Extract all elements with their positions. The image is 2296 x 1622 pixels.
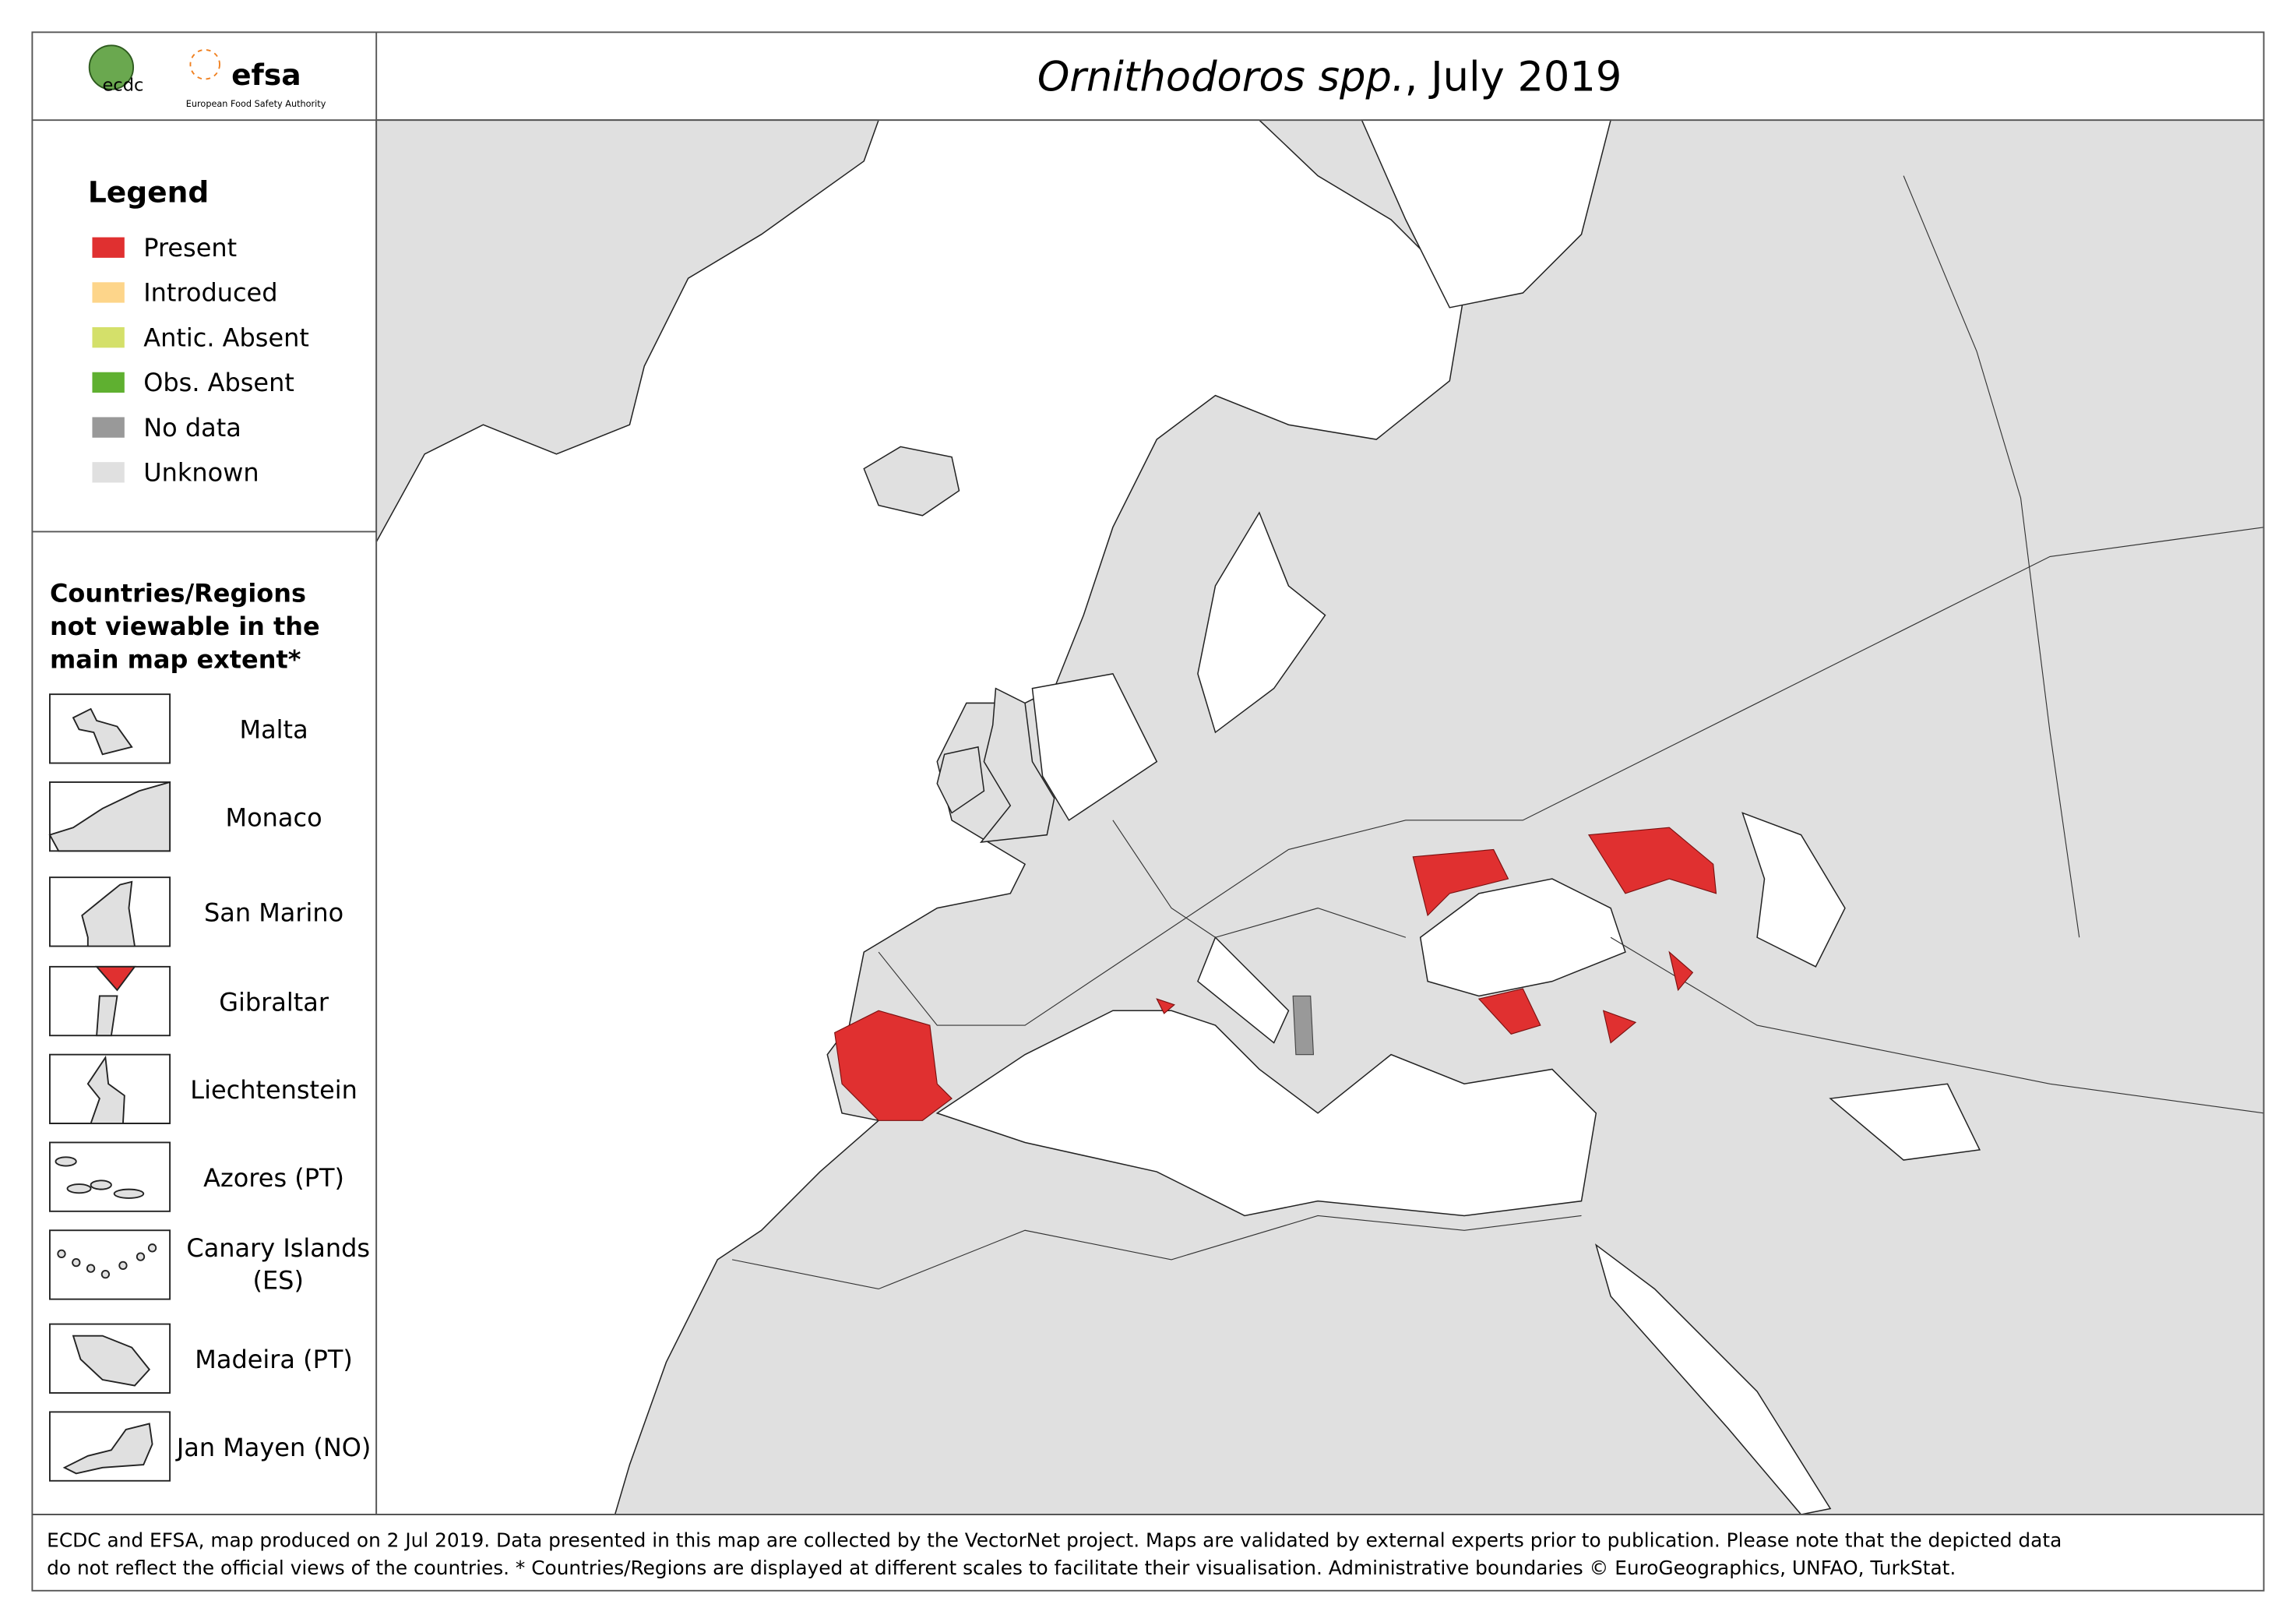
title-species: Ornithodoros spp. [1037, 54, 1405, 101]
ecdc-logo: ecdc [102, 76, 143, 96]
inset-label: Madeira (PT) [195, 1345, 353, 1374]
nodata-albania [1292, 995, 1315, 1056]
insets-title: Countries/Regions not viewable in the main… [50, 579, 320, 675]
inset-island [90, 1179, 112, 1190]
present-ukraine [1412, 848, 1509, 917]
iceland [863, 446, 960, 517]
persian-gulf [1829, 1083, 1981, 1161]
inset-island [57, 1249, 66, 1258]
greenland [375, 119, 880, 542]
legend-label: No data [143, 413, 241, 443]
title: Ornithodoros spp., July 2019 [1037, 54, 1622, 101]
baltic [1197, 511, 1326, 734]
inset-island [113, 1188, 145, 1199]
efsa-fullname: European Food Safety Authority [186, 99, 326, 109]
inset-island [118, 1261, 128, 1271]
insets-title-line: Countries/Regions [50, 579, 306, 608]
inset-label: Monaco [226, 802, 322, 832]
inset-label: San Marino [204, 898, 343, 928]
inset-label: Malta [240, 715, 308, 745]
insets-title-line: main map extent* [50, 644, 301, 674]
logos: ecdc efsa European Food Safety Authority [88, 44, 326, 109]
inset-label: Liechtenstein [190, 1075, 357, 1105]
ireland [936, 746, 985, 814]
present-caucasus [1668, 950, 1694, 992]
footer-line: ECDC and EFSA, map produced on 2 Jul 201… [47, 1529, 2062, 1551]
border [1903, 175, 2080, 938]
red-sea [1594, 1243, 1832, 1515]
inset-island [55, 1156, 77, 1167]
inset-island [100, 1270, 111, 1279]
efsa-logo: efsa [231, 58, 301, 92]
inset-label: Azores (PT) [203, 1163, 344, 1193]
black-sea [1419, 878, 1626, 997]
insets: Malta Monaco San Marino Gibraltar Liechtenst… [48, 693, 372, 1482]
legend-swatch [92, 372, 125, 393]
inset-present [95, 965, 136, 992]
border [731, 1215, 1582, 1290]
legend-title: Legend [88, 175, 210, 209]
legend-swatch [92, 282, 125, 303]
present-turkey [1477, 988, 1541, 1035]
inset-shape [62, 1423, 153, 1475]
legend-label: Introduced [143, 278, 277, 308]
footer-line: do not reflect the official views of the… [47, 1557, 1956, 1579]
inset-shape [96, 995, 118, 1037]
title-date: , July 2019 [1405, 54, 1622, 101]
inset-shape [48, 781, 171, 852]
inset-shape [81, 880, 136, 947]
border [878, 527, 2264, 1026]
atlantic [375, 119, 1465, 1515]
inset-shape [72, 707, 133, 756]
north-sea [1031, 672, 1158, 821]
inset-label: Gibraltar [219, 987, 329, 1017]
footer: ECDC and EFSA, map produced on 2 Jul 201… [47, 1529, 2062, 1579]
border [1610, 936, 2264, 1114]
map [375, 119, 2265, 1515]
adriatic [1197, 936, 1290, 1044]
inset-label: Canary Islands [186, 1233, 370, 1263]
inset-island [66, 1183, 92, 1194]
inset-island [147, 1243, 157, 1253]
great-britain [979, 687, 1055, 843]
inset-island [136, 1252, 146, 1261]
mediterranean [935, 1010, 1597, 1217]
legend-swatch [92, 327, 125, 348]
legend: Present Introduced Antic. Absent Obs. Absen… [92, 233, 309, 488]
legend-label: Antic. Absent [143, 323, 309, 352]
inset-box [49, 1141, 171, 1212]
frame [31, 31, 2265, 1592]
inset-shape [49, 1055, 171, 1124]
insets-title-line: not viewable in the [50, 612, 320, 641]
present-turkey [1602, 1010, 1637, 1044]
inset-box [49, 1229, 171, 1300]
legend-label: Obs. Absent [143, 368, 294, 397]
inset-label: (ES) [253, 1265, 304, 1295]
inset-island [86, 1264, 96, 1273]
inset-label: Jan Mayen (NO) [175, 1433, 372, 1462]
ecdc-globe [88, 44, 135, 90]
legend-swatch [92, 417, 125, 438]
present-russia [1587, 827, 1717, 894]
legend-label: Present [143, 233, 237, 263]
inset-shape [72, 1335, 151, 1387]
legend-label: Unknown [143, 458, 259, 488]
efsa-mark [189, 48, 220, 80]
inset-island [72, 1257, 81, 1268]
legend-swatch [92, 237, 125, 258]
caspian [1741, 812, 1846, 968]
present-iberia [834, 1010, 953, 1121]
border [1112, 820, 1407, 938]
legend-swatch [92, 462, 125, 483]
present-corsica [1156, 998, 1175, 1014]
